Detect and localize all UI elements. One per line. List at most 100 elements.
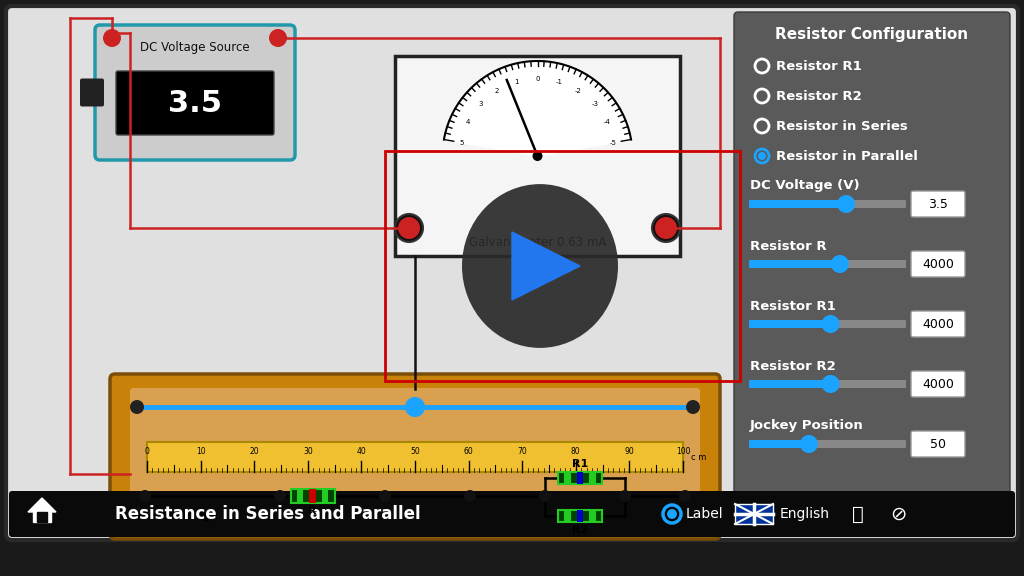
Text: 2: 2 <box>495 88 499 94</box>
FancyBboxPatch shape <box>590 472 596 484</box>
Text: 4000: 4000 <box>922 257 954 271</box>
FancyBboxPatch shape <box>130 388 700 525</box>
Circle shape <box>464 490 476 502</box>
FancyBboxPatch shape <box>558 510 602 522</box>
FancyBboxPatch shape <box>734 12 1010 532</box>
Text: 40: 40 <box>356 448 367 457</box>
Circle shape <box>758 152 766 160</box>
Text: R2: R2 <box>571 525 588 535</box>
Circle shape <box>539 490 551 502</box>
Text: 1: 1 <box>514 79 518 85</box>
FancyBboxPatch shape <box>577 472 583 484</box>
Circle shape <box>667 509 677 519</box>
Circle shape <box>755 59 769 73</box>
Text: 70: 70 <box>517 448 527 457</box>
Circle shape <box>755 149 769 163</box>
Text: 60: 60 <box>464 448 473 457</box>
Circle shape <box>269 29 287 47</box>
Polygon shape <box>28 498 56 512</box>
Text: English: English <box>780 507 830 521</box>
FancyBboxPatch shape <box>749 440 906 448</box>
Text: 0: 0 <box>144 448 150 457</box>
Text: Jockey Position: Jockey Position <box>750 419 864 433</box>
FancyBboxPatch shape <box>911 191 965 217</box>
Text: c m: c m <box>691 453 707 461</box>
FancyBboxPatch shape <box>564 472 570 484</box>
Polygon shape <box>512 232 580 300</box>
FancyBboxPatch shape <box>911 251 965 277</box>
Circle shape <box>837 195 855 213</box>
FancyBboxPatch shape <box>749 380 831 388</box>
FancyBboxPatch shape <box>749 260 906 268</box>
Circle shape <box>821 375 840 393</box>
FancyBboxPatch shape <box>9 491 1015 537</box>
Text: -4: -4 <box>603 119 610 125</box>
Text: Resistor R2: Resistor R2 <box>750 359 836 373</box>
Circle shape <box>686 400 700 414</box>
Text: ⛶: ⛶ <box>852 505 864 524</box>
Text: Resistor Configuration: Resistor Configuration <box>775 26 969 41</box>
Text: 50: 50 <box>411 448 420 457</box>
Text: Resistor R2: Resistor R2 <box>776 89 862 103</box>
FancyBboxPatch shape <box>749 200 906 208</box>
FancyBboxPatch shape <box>749 440 810 448</box>
Circle shape <box>274 490 286 502</box>
FancyBboxPatch shape <box>80 78 104 107</box>
Circle shape <box>679 490 691 502</box>
Text: 10: 10 <box>196 448 206 457</box>
Text: -2: -2 <box>574 88 582 94</box>
Circle shape <box>532 151 543 161</box>
Text: 5: 5 <box>460 139 464 146</box>
Circle shape <box>103 29 121 47</box>
FancyBboxPatch shape <box>95 25 295 160</box>
Circle shape <box>663 505 681 523</box>
Circle shape <box>618 490 631 502</box>
Circle shape <box>139 490 151 502</box>
Text: R1: R1 <box>571 459 588 469</box>
Text: 0: 0 <box>536 76 540 82</box>
Polygon shape <box>37 512 47 522</box>
Text: -5: -5 <box>610 139 616 146</box>
Text: 3.5: 3.5 <box>928 198 948 210</box>
Text: -1: -1 <box>555 79 562 85</box>
FancyBboxPatch shape <box>735 504 773 524</box>
Text: Resistor R: Resistor R <box>750 240 826 252</box>
Circle shape <box>406 397 425 417</box>
FancyBboxPatch shape <box>911 311 965 337</box>
Circle shape <box>830 255 849 273</box>
FancyBboxPatch shape <box>749 380 906 388</box>
Circle shape <box>379 490 391 502</box>
Circle shape <box>395 214 423 242</box>
Circle shape <box>821 315 840 333</box>
FancyBboxPatch shape <box>564 510 570 522</box>
Circle shape <box>655 217 677 239</box>
Text: ⊘: ⊘ <box>890 505 906 524</box>
Text: 50: 50 <box>930 438 946 450</box>
FancyBboxPatch shape <box>309 489 315 503</box>
Circle shape <box>399 218 419 238</box>
Text: Resistor in Parallel: Resistor in Parallel <box>776 150 918 162</box>
Text: 3: 3 <box>478 101 482 108</box>
Ellipse shape <box>462 184 618 348</box>
Text: 90: 90 <box>625 448 634 457</box>
FancyBboxPatch shape <box>749 320 831 328</box>
Text: Resistor R1: Resistor R1 <box>776 59 862 73</box>
Text: -3: -3 <box>591 101 598 108</box>
Text: 3.5: 3.5 <box>168 89 222 118</box>
FancyBboxPatch shape <box>116 71 274 135</box>
FancyBboxPatch shape <box>110 374 720 539</box>
FancyBboxPatch shape <box>322 489 329 503</box>
Text: DC Voltage (V): DC Voltage (V) <box>750 180 859 192</box>
Circle shape <box>652 214 680 242</box>
Text: 20: 20 <box>250 448 259 457</box>
Text: DC Voltage Source: DC Voltage Source <box>140 41 250 55</box>
FancyBboxPatch shape <box>749 200 847 208</box>
Text: Resistor in Series: Resistor in Series <box>776 119 907 132</box>
FancyBboxPatch shape <box>6 6 1018 540</box>
Text: 80: 80 <box>571 448 581 457</box>
FancyBboxPatch shape <box>911 371 965 397</box>
FancyBboxPatch shape <box>749 320 906 328</box>
Circle shape <box>755 89 769 103</box>
Text: Resistance in Series and Parallel: Resistance in Series and Parallel <box>115 505 421 523</box>
Text: 4000: 4000 <box>922 377 954 391</box>
